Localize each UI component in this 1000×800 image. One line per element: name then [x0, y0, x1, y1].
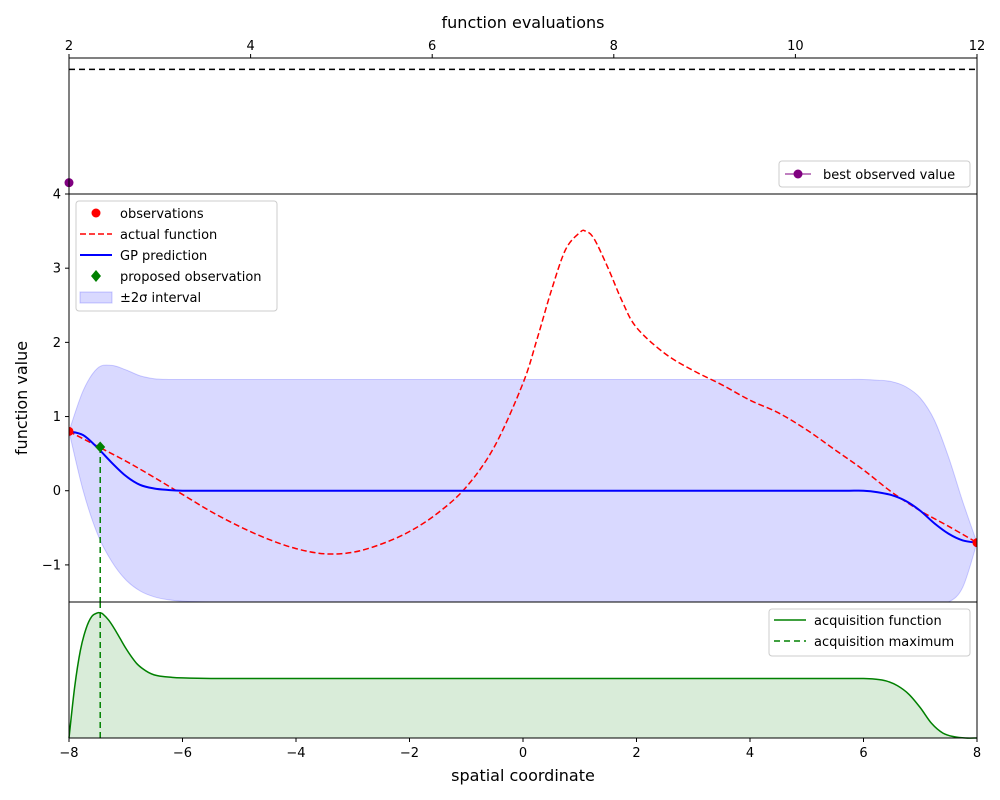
y-tick-label: 2 [53, 336, 61, 351]
legend-label-proposed: proposed observation [120, 270, 262, 285]
acquisition-panel: −8 −6 −4 −2 0 2 4 6 8 spatial coordinate acquisi… [59, 601, 981, 785]
x-axis-title-bottom: spatial coordinate [451, 766, 595, 785]
y-tick-label: 0 [53, 484, 61, 499]
legend-label-actual: actual function [120, 228, 217, 243]
x-axis-title-top: function evaluations [442, 13, 605, 32]
legend-acquisition: acquisition function acquisition maximum [768, 608, 971, 657]
x-tick-label: −4 [286, 746, 305, 761]
observation-point [972, 538, 977, 548]
y-tick-label: 1 [53, 410, 61, 425]
x-tick-label: 8 [973, 746, 981, 761]
top-x-tick-label: 12 [969, 39, 986, 54]
x-tick-label: −2 [400, 746, 419, 761]
legend-label-gp: GP prediction [120, 249, 207, 264]
actual-function-line [69, 229, 977, 555]
x-tick-label: 0 [519, 746, 527, 761]
x-tick-label: −8 [59, 746, 78, 761]
top-x-tick-label: 8 [610, 39, 618, 54]
y-tick-label: 4 [53, 188, 61, 203]
legend-label-observations: observations [120, 207, 204, 222]
sigma-interval-band [69, 364, 977, 602]
legend-label-acq-maximum: acquisition maximum [814, 635, 954, 650]
x-tick-label: 2 [632, 746, 640, 761]
legend-gp: observations actual function GP predicti… [75, 200, 278, 312]
y-tick-label: −1 [42, 558, 61, 573]
observation-point [69, 426, 74, 436]
proposed-observation-marker [95, 441, 106, 453]
convergence-panel: 2 4 6 8 10 12 function evaluations best obser… [64, 13, 986, 195]
legend-marker-best-observed [793, 169, 803, 179]
top-x-tick-label: 4 [246, 39, 254, 54]
legend-marker-proposed [91, 270, 101, 282]
x-tick-label: −6 [173, 746, 192, 761]
legend-marker-interval [79, 291, 113, 304]
x-tick-label: 4 [746, 746, 754, 761]
legend-label-best-observed: best observed value [823, 168, 955, 183]
legend-label-acq-function: acquisition function [814, 614, 942, 629]
top-x-tick-label: 2 [65, 39, 73, 54]
top-x-tick-label: 6 [428, 39, 436, 54]
y-tick-label: 3 [53, 262, 61, 277]
legend-convergence: best observed value [778, 160, 971, 188]
legend-label-interval: ±2σ interval [120, 291, 201, 306]
x-tick-label: 6 [859, 746, 867, 761]
top-x-tick-label: 10 [787, 39, 804, 54]
gp-panel: −1 0 1 2 3 4 function value observations actu… [12, 188, 978, 603]
acquisition-fill [69, 612, 977, 739]
legend-marker-observations [91, 208, 101, 218]
y-axis-title: function value [12, 341, 31, 455]
gp-prediction-line [69, 430, 977, 544]
